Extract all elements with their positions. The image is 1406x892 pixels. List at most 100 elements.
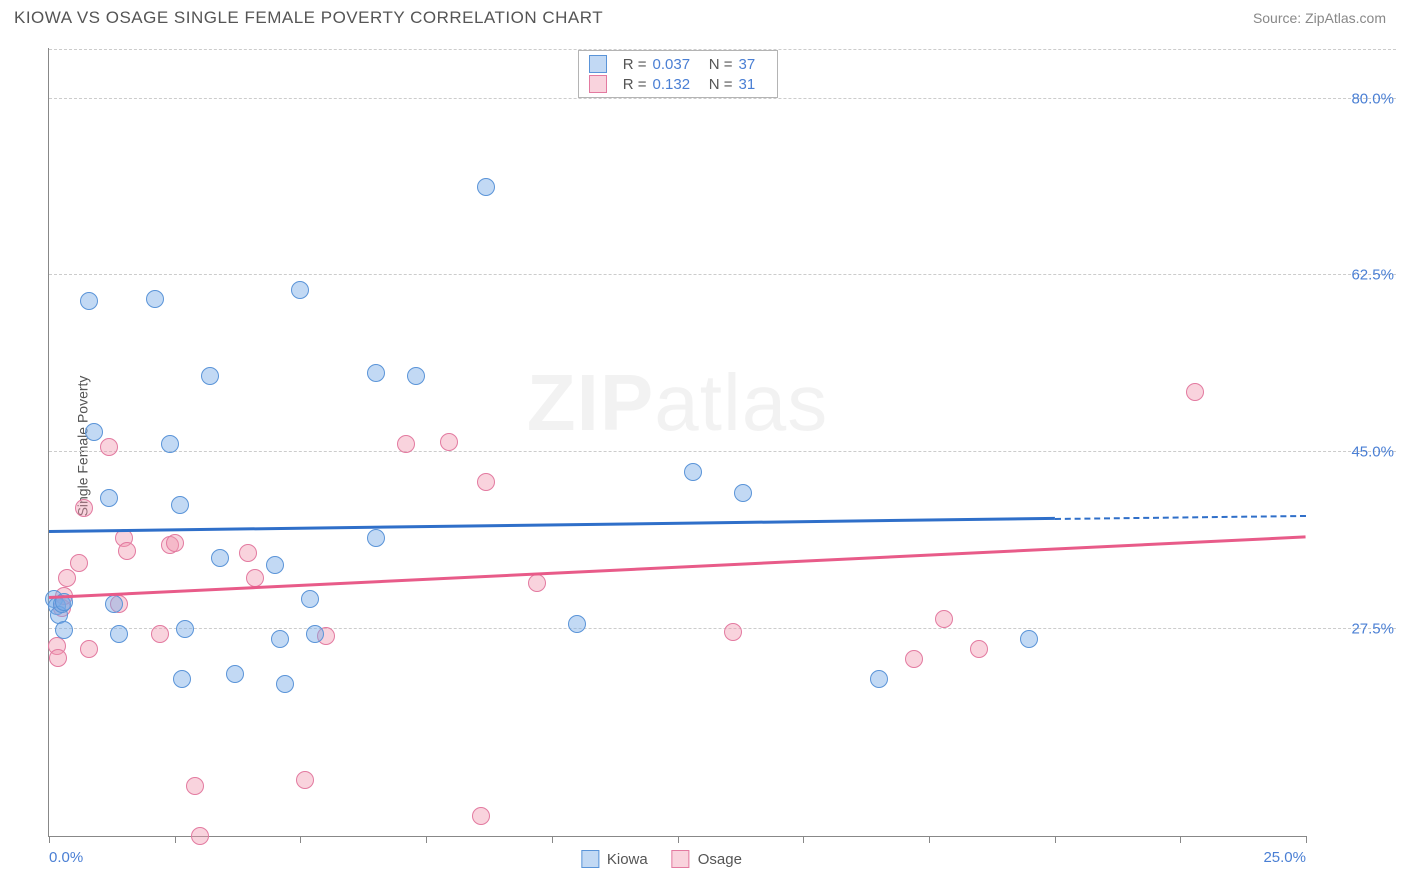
- osage-point: [80, 640, 98, 658]
- legend-item-kiowa: Kiowa: [581, 850, 648, 868]
- kiowa-point: [291, 281, 309, 299]
- trend-line: [49, 517, 1055, 533]
- gridline: [49, 49, 1396, 50]
- x-tick: [175, 836, 176, 843]
- kiowa-point: [684, 463, 702, 481]
- trend-line-extrapolated: [1055, 515, 1306, 520]
- kiowa-point: [367, 529, 385, 547]
- osage-point: [472, 807, 490, 825]
- osage-point: [75, 499, 93, 517]
- kiowa-point: [176, 620, 194, 638]
- x-tick-label: 0.0%: [49, 849, 83, 866]
- legend-item-osage: Osage: [672, 850, 742, 868]
- chart-title: KIOWA VS OSAGE SINGLE FEMALE POVERTY COR…: [14, 8, 603, 28]
- kiowa-point: [568, 615, 586, 633]
- osage-point: [151, 625, 169, 643]
- osage-point: [440, 433, 458, 451]
- n-label-2: N =: [705, 76, 733, 93]
- osage-point: [528, 574, 546, 592]
- osage-point: [296, 771, 314, 789]
- kiowa-point: [201, 367, 219, 385]
- osage-point: [397, 435, 415, 453]
- kiowa-point: [161, 435, 179, 453]
- x-tick: [1180, 836, 1181, 843]
- kiowa-point: [100, 489, 118, 507]
- x-tick: [929, 836, 930, 843]
- gridline: [49, 98, 1396, 99]
- n-label: N =: [705, 56, 733, 73]
- y-tick-label: 62.5%: [1351, 267, 1394, 284]
- kiowa-point: [226, 665, 244, 683]
- osage-label: Osage: [698, 851, 742, 868]
- kiowa-label: Kiowa: [607, 851, 648, 868]
- osage-point: [191, 827, 209, 845]
- kiowa-r-value: 0.037: [653, 56, 699, 73]
- kiowa-n-value: 37: [739, 56, 767, 73]
- osage-point: [246, 569, 264, 587]
- x-tick: [1055, 836, 1056, 843]
- gridline: [49, 451, 1396, 452]
- kiowa-point: [301, 590, 319, 608]
- osage-point: [166, 534, 184, 552]
- kiowa-point: [171, 496, 189, 514]
- osage-point: [1186, 383, 1204, 401]
- y-tick-label: 80.0%: [1351, 90, 1394, 107]
- watermark: ZIPatlas: [527, 357, 828, 449]
- kiowa-point: [85, 423, 103, 441]
- gridline: [49, 628, 1396, 629]
- x-tick-label: 25.0%: [1263, 849, 1306, 866]
- scatter-chart: ZIPatlas R = 0.037 N = 37 R = 0.132 N = …: [48, 48, 1306, 837]
- kiowa-point: [407, 367, 425, 385]
- osage-point: [70, 554, 88, 572]
- kiowa-swatch: [589, 55, 607, 73]
- osage-point: [905, 650, 923, 668]
- kiowa-point: [1020, 630, 1038, 648]
- x-tick: [300, 836, 301, 843]
- kiowa-point: [271, 630, 289, 648]
- kiowa-point: [80, 292, 98, 310]
- osage-point: [100, 438, 118, 456]
- x-tick: [49, 836, 50, 843]
- x-tick: [1306, 836, 1307, 843]
- kiowa-point: [276, 675, 294, 693]
- stats-legend: R = 0.037 N = 37 R = 0.132 N = 31: [578, 50, 778, 98]
- trend-line: [49, 535, 1306, 598]
- kiowa-point: [734, 484, 752, 502]
- osage-point: [49, 649, 67, 667]
- kiowa-point: [55, 621, 73, 639]
- y-tick-label: 27.5%: [1351, 620, 1394, 637]
- osage-point: [970, 640, 988, 658]
- x-tick: [803, 836, 804, 843]
- osage-point: [935, 610, 953, 628]
- series-legend: Kiowa Osage: [581, 850, 742, 868]
- osage-point: [58, 569, 76, 587]
- x-tick: [426, 836, 427, 843]
- kiowa-point: [477, 178, 495, 196]
- kiowa-point: [105, 595, 123, 613]
- x-tick: [678, 836, 679, 843]
- osage-point: [724, 623, 742, 641]
- osage-point: [118, 542, 136, 560]
- osage-point: [239, 544, 257, 562]
- osage-n-value: 31: [739, 76, 767, 93]
- osage-r-value: 0.132: [653, 76, 699, 93]
- kiowa-point: [367, 364, 385, 382]
- osage-point: [186, 777, 204, 795]
- osage-point: [477, 473, 495, 491]
- kiowa-point: [266, 556, 284, 574]
- x-tick: [552, 836, 553, 843]
- y-tick-label: 45.0%: [1351, 444, 1394, 461]
- kiowa-point: [146, 290, 164, 308]
- osage-swatch: [672, 850, 690, 868]
- kiowa-point: [173, 670, 191, 688]
- kiowa-point: [211, 549, 229, 567]
- osage-swatch: [589, 75, 607, 93]
- source-label: Source: ZipAtlas.com: [1253, 10, 1386, 26]
- kiowa-point: [110, 625, 128, 643]
- kiowa-point: [306, 625, 324, 643]
- r-label: R =: [619, 56, 647, 73]
- kiowa-point: [870, 670, 888, 688]
- kiowa-swatch: [581, 850, 599, 868]
- gridline: [49, 274, 1396, 275]
- r-label-2: R =: [619, 76, 647, 93]
